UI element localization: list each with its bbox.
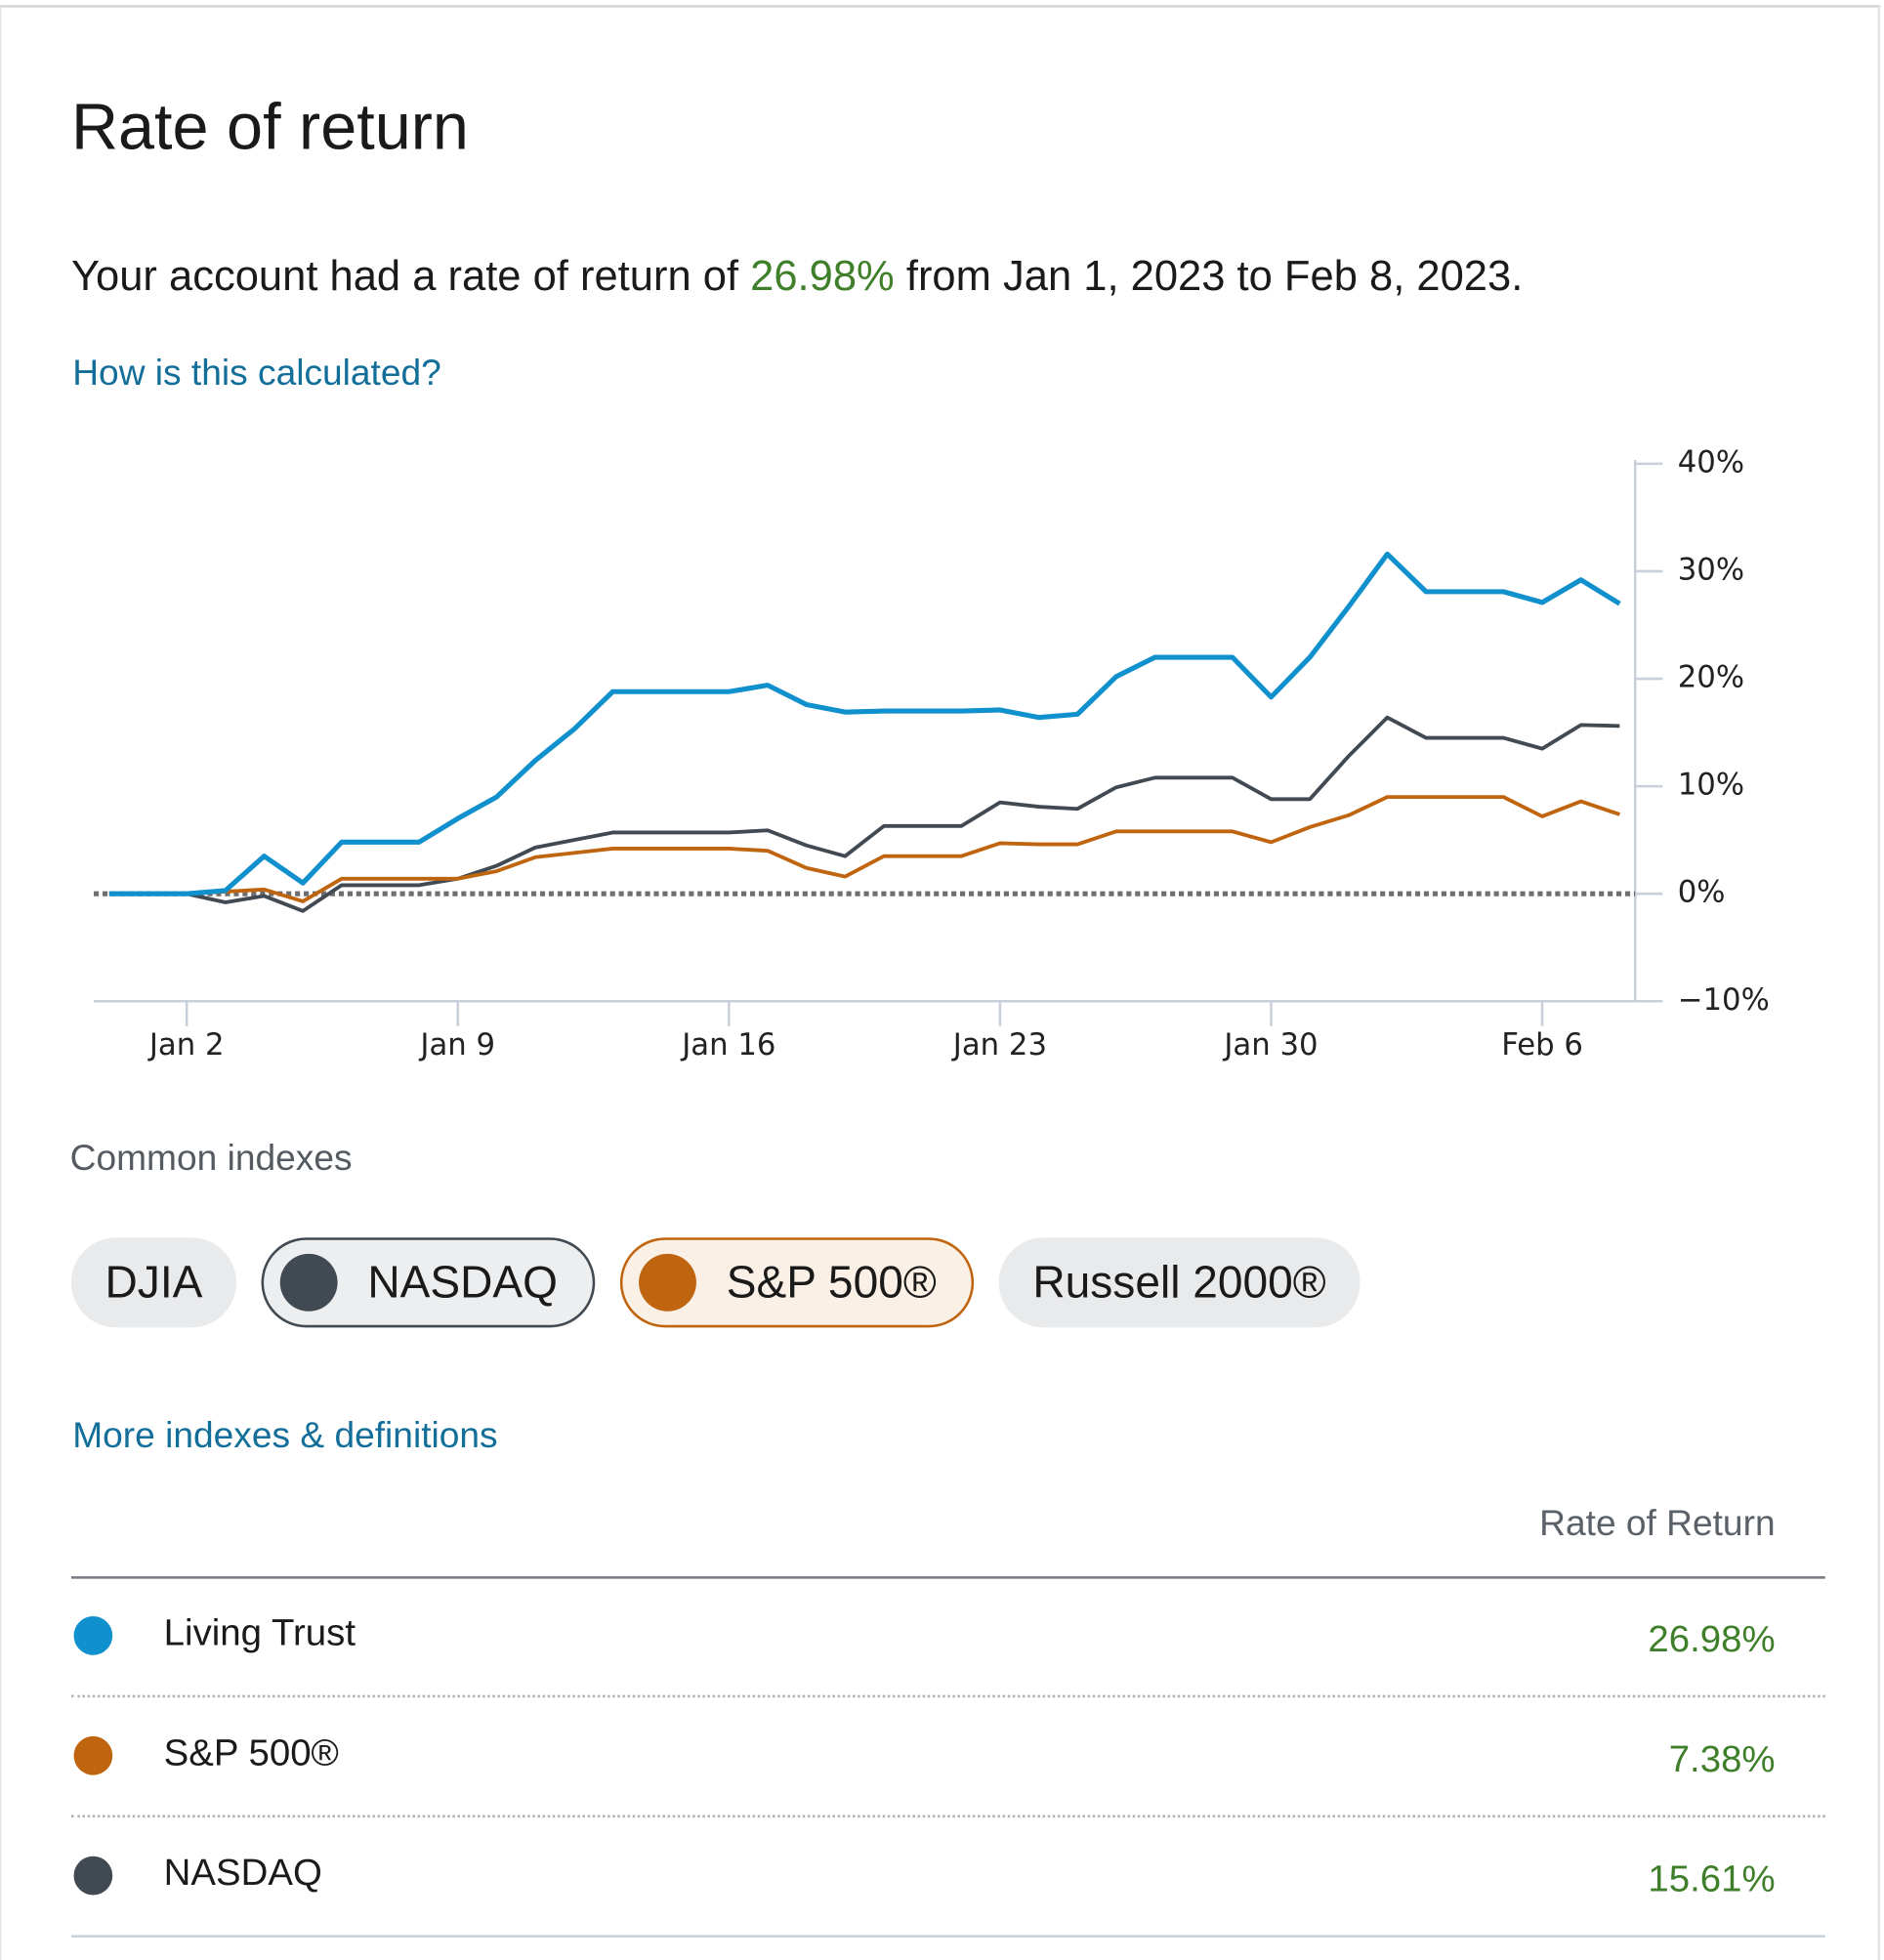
x-tick-label: Jan 9 [418,1027,495,1063]
series-line [108,715,1620,913]
legend-dot [73,1735,113,1775]
series-line [108,551,1621,897]
row-separator [70,1935,1825,1938]
row-name: NASDAQ [163,1852,322,1895]
row-name: S&P 500® [163,1732,339,1774]
table-rule [70,1576,1825,1579]
summary-text: from Jan 1, 2023 to Feb 8, 2023. [894,252,1524,301]
legend-dot [73,1616,113,1655]
y-tick-label: 20% [1678,660,1744,695]
x-tick-label: Jan 30 [1222,1027,1318,1063]
summary: Your account had a rate of return of 26.… [71,253,1523,302]
row-value: 15.61% [1648,1858,1776,1900]
series-line [108,795,1620,903]
chip-label: S&P 500® [726,1256,937,1308]
link[interactable]: How is this calculated? [72,354,441,395]
chip-label: NASDAQ [367,1256,558,1308]
chip-label: Russell 2000® [1032,1256,1326,1308]
y-tick-label: −10% [1678,982,1770,1018]
x-tick-label: Jan 16 [680,1027,775,1063]
x-tick-label: Feb 6 [1501,1027,1583,1063]
page-title: Rate of return [70,91,469,164]
index-chip[interactable]: Russell 2000® [998,1237,1361,1328]
y-tick-label: 40% [1678,444,1744,480]
y-tick-label: 10% [1678,768,1744,803]
row-value: 7.38% [1668,1738,1776,1780]
summary-text: Your account had a rate of return of [70,252,751,301]
chip-group: DJIA NASDAQ S&P 500® Russell 2000® [70,1237,1361,1328]
index-chip[interactable]: NASDAQ [261,1237,596,1328]
row-separator [70,1814,1825,1818]
y-tick-label: 0% [1678,875,1726,910]
x-tick-label: Jan 2 [147,1027,225,1063]
link[interactable]: More indexes & definitions [72,1416,498,1457]
section-heading: Common indexes [69,1139,353,1180]
table-row: S&P 500® 7.38% [70,1697,1825,1818]
row-value: 26.98% [1648,1618,1776,1660]
index-chip[interactable]: S&P 500® [619,1237,975,1328]
chart: −10% 0% 10% 20% 30% 40% Jan 2 Jan 9 Jan 16 Jan 23… [93,444,1770,1063]
summary-value: 26.98% [750,252,895,301]
row-separator [70,1694,1825,1698]
chip-dot [639,1253,697,1312]
table-row: NASDAQ 15.61% [70,1817,1825,1938]
chip-dot [279,1253,338,1312]
row-name: Living Trust [163,1612,356,1654]
table-header: Rate of Return [1539,1503,1776,1544]
y-tick-label: 30% [1678,552,1744,587]
index-chip[interactable]: DJIA [70,1237,236,1328]
chip-label: DJIA [105,1256,203,1308]
card [0,5,1881,1960]
legend-dot [73,1856,113,1896]
x-tick-label: Jan 23 [951,1027,1047,1063]
table-row: Living Trust 26.98% [70,1577,1825,1698]
